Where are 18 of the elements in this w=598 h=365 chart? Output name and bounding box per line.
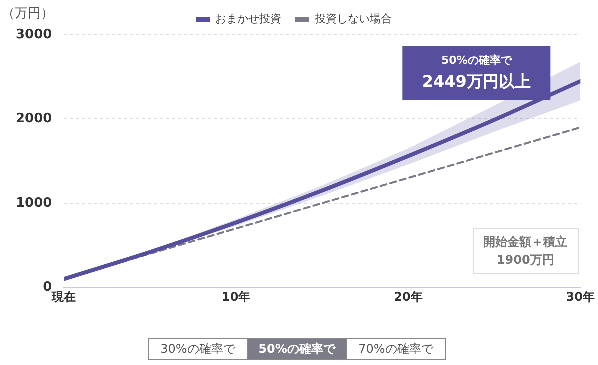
text: 70%の確率で <box>346 339 445 359</box>
text: 50%の確率で <box>247 339 346 359</box>
x-tick-label: 10年 <box>222 290 251 304</box>
y-tick-label: 3000 <box>16 27 52 42</box>
legend-label: おまかせ投資 <box>216 12 282 26</box>
y-tick-label: 2000 <box>16 112 52 127</box>
annotation: 50%の確率で <box>441 54 513 67</box>
y-tick-label: 1000 <box>16 196 52 211</box>
annotation: 2449万円以上 <box>422 72 531 92</box>
legend-label: 投資しない場合 <box>314 12 392 26</box>
annotation: 1900万円 <box>496 252 554 267</box>
y-tick-label: 0 <box>43 280 52 295</box>
y-axis-title: （万円） <box>2 6 54 22</box>
x-tick-label: 30年 <box>566 290 595 304</box>
annotation: 開始金額＋積立 <box>484 234 568 249</box>
text: 30%の確率で <box>149 339 247 359</box>
x-tick-label: 現在 <box>51 290 76 304</box>
x-tick-label: 20年 <box>394 290 423 304</box>
